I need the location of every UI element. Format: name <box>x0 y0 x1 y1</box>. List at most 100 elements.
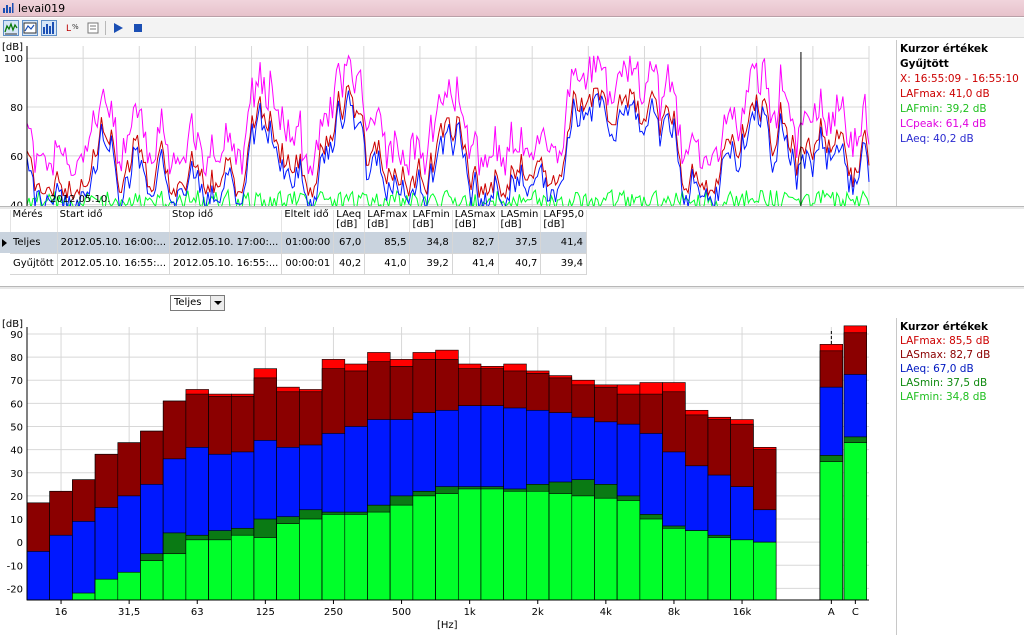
y-tick-label: 0 <box>17 538 23 549</box>
column-header[interactable]: Mérés <box>10 210 58 232</box>
bar-lafmin <box>435 493 459 601</box>
row-selector[interactable] <box>0 232 10 253</box>
table-cell: 2012.05.10. 16:55:... <box>169 253 283 275</box>
toolbar: L% <box>0 18 1024 38</box>
bar-lafmin <box>684 530 709 601</box>
bar-lafmin <box>367 511 391 601</box>
splitter-top[interactable] <box>0 206 1024 209</box>
y-tick-label: 40 <box>10 201 23 206</box>
bottom-x-axis-label: [Hz] <box>437 620 458 631</box>
bar-lafmin <box>185 539 209 601</box>
bar-lafmin <box>639 518 663 601</box>
spectrum-chart-icon[interactable] <box>22 20 38 36</box>
bar-lafmin <box>321 514 346 601</box>
column-header[interactable]: LAeq [dB] <box>333 210 366 232</box>
table-cell: 01:00:00 <box>281 232 335 254</box>
top-date-label: 2012.05.10. <box>50 194 110 205</box>
y-tick-label: -20 <box>7 584 23 595</box>
range-select[interactable]: Teljes <box>170 295 225 311</box>
table-cell: 41,0 <box>364 253 411 275</box>
x-tick-label: 31,5 <box>118 607 140 618</box>
splitter-bottom[interactable] <box>0 286 1024 289</box>
bar-lafmin <box>94 578 119 601</box>
bottom-cursor-lafmax: LAFmax: 85,5 dB <box>900 335 990 347</box>
play-icon[interactable] <box>110 20 126 36</box>
table-cell: 39,2 <box>409 253 453 275</box>
series-line-laeq <box>26 90 870 206</box>
y-tick-label: 50 <box>10 422 23 433</box>
bottom-y-axis-label: [dB] <box>2 319 23 330</box>
bottom-cursor-lafmin: LAFmin: 34,8 dB <box>900 391 987 403</box>
stop-icon[interactable] <box>130 20 146 36</box>
bar-chart-icon[interactable] <box>41 20 57 36</box>
y-tick-label: 40 <box>10 446 23 457</box>
x-tick-label: A <box>828 607 835 618</box>
y-tick-label: -10 <box>7 561 23 572</box>
column-header[interactable]: Start idő <box>57 210 171 232</box>
y-tick-label: 90 <box>10 330 23 341</box>
x-tick-label: 8k <box>668 607 680 618</box>
bar-lafmin <box>548 493 573 601</box>
bar-lafmin <box>457 488 482 601</box>
table-cell: 2012.05.10. 17:00:... <box>169 232 283 254</box>
svg-text:%: % <box>72 23 79 31</box>
spectrum-chart[interactable]: [dB] -20 -10 0 10 20 30 40 50 60 70 80 90 16 31,5 63 12… <box>0 315 895 635</box>
bar-lafmin <box>843 442 868 601</box>
chevron-down-icon[interactable] <box>210 296 224 310</box>
top-cursor-lcpeak: LCpeak: 61,4 dB <box>900 118 987 130</box>
table-cell: 34,8 <box>409 232 453 254</box>
bar-lafmin <box>480 488 505 601</box>
time-history-chart[interactable]: [dB] 40608010016:04:0016:08:0016:12:0016… <box>0 40 895 206</box>
top-y-axis-label: [dB] <box>2 42 23 53</box>
column-header[interactable]: Eltelt idő <box>281 210 335 232</box>
table-cell: 39,4 <box>540 253 588 275</box>
row-selected-arrow-icon <box>2 239 7 247</box>
y-tick-label: 80 <box>10 103 23 114</box>
y-tick-label: 100 <box>4 54 23 65</box>
x-tick-label: 250 <box>324 607 343 618</box>
notes-icon[interactable] <box>85 20 101 36</box>
bar-laeq <box>49 534 73 601</box>
top-chart-axes: 40608010016:04:0016:08:0016:12:0016:16:0… <box>4 46 28 206</box>
x-tick-label: 63 <box>191 607 204 618</box>
table-cell: 2012.05.10. 16:00:... <box>57 232 171 254</box>
table-cell: 85,5 <box>364 232 411 254</box>
table-cell: 41,4 <box>540 232 588 254</box>
table-corner <box>0 210 11 232</box>
series-line-lafmax <box>26 84 870 201</box>
column-header[interactable]: LAF95,0 [dB] <box>540 210 588 232</box>
column-header[interactable]: LASmax [dB] <box>452 210 499 232</box>
column-header[interactable]: LASmin [dB] <box>498 210 542 232</box>
x-tick-label: 1k <box>464 607 476 618</box>
y-tick-label: 70 <box>10 376 23 387</box>
bar-laeq <box>26 551 51 601</box>
y-tick-label: 60 <box>10 399 23 410</box>
bar-lafmin <box>162 553 187 601</box>
bar-laeq <box>72 521 96 601</box>
top-cursor-lafmin: LAFmin: 39,2 dB <box>900 103 987 115</box>
time-history-chart-icon[interactable] <box>3 20 19 36</box>
row-selector[interactable] <box>0 253 10 274</box>
svg-text:L: L <box>66 24 71 34</box>
bottom-cursor-lasmax: LASmax: 82,7 dB <box>900 349 991 361</box>
x-tick-label: 500 <box>392 607 411 618</box>
bar-lafmin <box>662 527 686 601</box>
table-row[interactable]: Teljes 2012.05.10. 16:00:... 2012.05.10.… <box>0 232 588 254</box>
bottom-chart-bars <box>26 325 868 601</box>
column-header[interactable]: LAFmin [dB] <box>409 210 453 232</box>
table-row[interactable]: Gyűjtött 2012.05.10. 16:55:... 2012.05.1… <box>0 253 588 275</box>
top-chart-grid <box>27 46 870 206</box>
bar-lafmin <box>276 523 300 601</box>
bar-lafmin <box>819 461 844 601</box>
column-header[interactable]: Stop idő <box>169 210 283 232</box>
column-header[interactable]: LAFmax [dB] <box>364 210 411 232</box>
bar-lafmin <box>140 560 164 601</box>
bottom-cursor-title: Kurzor értékek <box>900 321 989 333</box>
top-cursor-title: Kurzor értékek <box>900 43 989 55</box>
y-tick-label: 80 <box>10 353 23 364</box>
bar-lafmin <box>412 495 436 601</box>
x-tick-label: 125 <box>256 607 275 618</box>
toolbar-separator <box>105 21 106 35</box>
statistics-icon[interactable]: L% <box>65 20 81 36</box>
x-tick-label: 16k <box>733 607 752 618</box>
